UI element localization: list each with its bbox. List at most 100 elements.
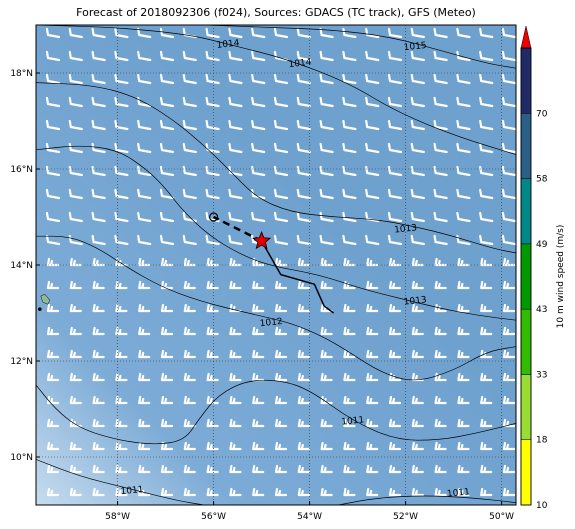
wind-barb [92, 418, 105, 428]
wind-barb [410, 142, 425, 154]
wind-barb [480, 395, 493, 405]
wind-barb [410, 165, 425, 177]
wind-barb [91, 188, 106, 200]
isobar-label: 1014 [288, 58, 312, 70]
wind-barb [434, 441, 447, 451]
wind-barb [342, 119, 357, 131]
tc-track-past [260, 240, 335, 314]
wind-barb [297, 395, 310, 405]
wind-barb [410, 234, 425, 246]
wind-barb [92, 349, 105, 359]
wind-barb [45, 142, 61, 154]
wind-barb [228, 211, 243, 223]
wind-barb [228, 96, 243, 108]
wind-barb [365, 96, 380, 108]
wind-barb [68, 188, 83, 200]
wind-barb [479, 211, 494, 223]
wind-barb [182, 165, 197, 177]
wind-barb [115, 487, 128, 497]
wind-barb [434, 280, 447, 290]
wind-barb [206, 257, 219, 267]
wind-barb [434, 257, 447, 267]
wind-barb [411, 487, 424, 497]
colorbar-extend-arrow [520, 25, 532, 49]
wind-barb [320, 487, 333, 497]
wind-barb [274, 303, 288, 313]
wind-barb [434, 349, 447, 359]
wind-barb [388, 280, 402, 290]
wind-barb [366, 303, 379, 313]
colorbar-tick-label: 43 [536, 305, 547, 315]
wind-barb [182, 96, 197, 108]
wind-barb [479, 188, 494, 200]
isobar-label: 1014 [216, 38, 240, 50]
wind-barb [410, 73, 425, 85]
wind-barb [456, 142, 471, 154]
wind-barb [91, 73, 106, 85]
wind-barb [251, 50, 266, 62]
wind-barb [479, 165, 494, 177]
wind-barb [343, 464, 356, 474]
wind-barb [479, 50, 494, 62]
colorbar-tick-label: 18 [536, 436, 548, 446]
colorbar-tick-label: 49 [536, 240, 548, 250]
wind-barb [457, 280, 470, 290]
wind-barb [69, 464, 82, 474]
wind-barb [273, 188, 289, 200]
wind-barb [273, 211, 289, 223]
wind-barb [91, 165, 106, 177]
wind-barb [92, 280, 105, 290]
isobar-line [36, 145, 516, 321]
wind-barb [320, 326, 333, 336]
wind-barb [342, 142, 357, 154]
wind-barb [183, 349, 196, 359]
wind-barb [137, 188, 152, 200]
wind-barb [388, 349, 402, 359]
wind-barb [114, 142, 129, 154]
wind-barb [274, 395, 288, 405]
wind-barb [92, 372, 105, 382]
colorbar-label: 10 m wind speed (m/s) [556, 225, 566, 329]
wind-barb [115, 418, 128, 428]
wind-barb [501, 27, 516, 39]
wind-barb [92, 395, 105, 405]
wind-barb [205, 119, 220, 131]
wind-barb [68, 27, 83, 39]
wind-barb [456, 165, 471, 177]
wind-barb [45, 234, 61, 246]
wind-barb [343, 418, 356, 428]
wind-barb [297, 303, 310, 313]
wind-barb [205, 73, 220, 85]
wind-barb [411, 280, 424, 290]
wind-barb [68, 234, 83, 246]
wind-barb [480, 326, 493, 336]
wind-barb [229, 326, 242, 336]
wind-barb [183, 441, 196, 451]
x-tick-label: 50°W [489, 512, 514, 522]
wind-barb [91, 96, 106, 108]
wind-barb [251, 165, 266, 177]
wind-barb [343, 326, 356, 336]
wind-barb [387, 73, 403, 85]
wind-barb [274, 257, 288, 267]
wind-barb [137, 96, 152, 108]
wind-barb [433, 96, 448, 108]
colorbar-tick-label: 58 [536, 175, 548, 185]
wind-barb [229, 441, 242, 451]
x-tick-label: 58°W [105, 512, 130, 522]
wind-barb [296, 96, 311, 108]
wind-barb [252, 303, 265, 313]
wind-barb [273, 234, 289, 246]
wind-barb [387, 27, 403, 39]
wind-barb [365, 234, 380, 246]
wind-barb [46, 303, 60, 313]
wind-barb [92, 326, 105, 336]
wind-barb [274, 326, 288, 336]
wind-barb [114, 165, 129, 177]
wind-barb [114, 73, 129, 85]
wind-barb [138, 441, 151, 451]
wind-barb [343, 441, 356, 451]
wind-barb [456, 211, 471, 223]
x-tick-label: 56°W [201, 512, 226, 522]
colorbar-tick-label: 10 [536, 501, 548, 511]
